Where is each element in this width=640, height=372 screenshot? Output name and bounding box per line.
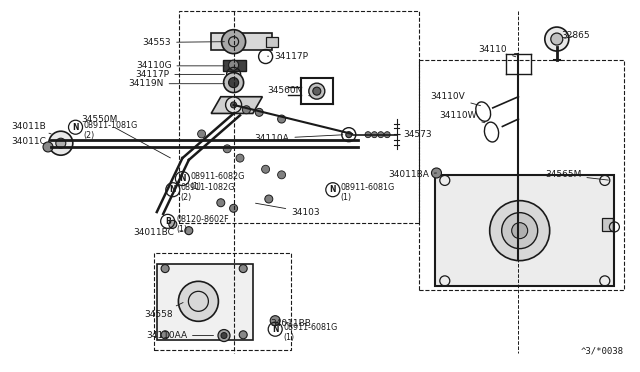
Circle shape	[225, 97, 241, 113]
Circle shape	[255, 108, 263, 116]
Text: 34117P: 34117P	[268, 52, 308, 61]
Circle shape	[49, 131, 73, 155]
Text: N: N	[179, 174, 186, 183]
Circle shape	[265, 195, 273, 203]
Bar	[179, 11, 419, 223]
Circle shape	[228, 60, 239, 70]
Text: 34011BC: 34011BC	[133, 228, 183, 237]
Text: 34110V: 34110V	[431, 92, 481, 106]
Text: 34110AA: 34110AA	[146, 331, 214, 340]
Text: 34119N: 34119N	[128, 79, 225, 88]
Text: 08911-6082G: 08911-6082G	[191, 172, 244, 181]
Circle shape	[217, 199, 225, 207]
Text: N: N	[72, 123, 79, 132]
Circle shape	[371, 132, 378, 138]
Bar	[154, 253, 291, 350]
Circle shape	[262, 165, 269, 173]
Circle shape	[278, 115, 285, 123]
Text: 08120-8602F: 08120-8602F	[177, 215, 229, 224]
Circle shape	[313, 87, 321, 95]
Text: 08911-1082G: 08911-1082G	[181, 183, 235, 192]
Circle shape	[221, 30, 246, 54]
Text: 08911-6081G: 08911-6081G	[283, 323, 337, 332]
Bar	[157, 264, 253, 340]
Circle shape	[198, 130, 205, 138]
Text: 34110G: 34110G	[136, 61, 225, 70]
Circle shape	[223, 145, 231, 153]
Bar	[266, 37, 278, 46]
Circle shape	[378, 132, 384, 138]
Circle shape	[43, 142, 53, 152]
Text: N: N	[330, 185, 336, 194]
Text: (2): (2)	[84, 131, 95, 140]
Circle shape	[236, 154, 244, 162]
Circle shape	[278, 171, 285, 179]
Circle shape	[239, 331, 247, 339]
Circle shape	[365, 132, 371, 138]
Circle shape	[218, 330, 230, 341]
Text: 34110: 34110	[479, 45, 516, 57]
Circle shape	[502, 213, 538, 248]
Text: 34011B: 34011B	[12, 122, 51, 134]
Circle shape	[169, 220, 177, 228]
Circle shape	[270, 316, 280, 326]
Circle shape	[179, 281, 218, 321]
Text: 34011C: 34011C	[12, 137, 51, 146]
Circle shape	[223, 73, 244, 93]
Circle shape	[545, 27, 569, 51]
Circle shape	[490, 201, 550, 261]
Text: 34110W: 34110W	[439, 111, 485, 123]
Circle shape	[56, 138, 66, 148]
Text: B: B	[165, 217, 170, 226]
Circle shape	[161, 264, 169, 273]
Circle shape	[230, 102, 237, 108]
Text: (2): (2)	[181, 193, 192, 202]
Text: 34558: 34558	[145, 302, 183, 319]
Bar	[211, 33, 272, 50]
Circle shape	[384, 132, 390, 138]
Bar	[435, 175, 614, 286]
Text: 34011BA: 34011BA	[388, 170, 436, 179]
Text: 08911-6081G: 08911-6081G	[340, 183, 395, 192]
Circle shape	[243, 106, 250, 114]
Circle shape	[185, 227, 193, 235]
Text: 34573: 34573	[398, 130, 432, 139]
Text: 34553: 34553	[143, 38, 225, 47]
Circle shape	[228, 78, 239, 87]
Bar	[419, 60, 624, 290]
Circle shape	[346, 132, 352, 138]
Text: 32865: 32865	[562, 31, 590, 40]
Circle shape	[551, 33, 563, 45]
Text: 34560N: 34560N	[268, 86, 310, 96]
Text: 34103: 34103	[255, 203, 320, 217]
Text: 34550M: 34550M	[81, 115, 170, 158]
Text: (1): (1)	[177, 225, 188, 234]
Circle shape	[161, 331, 169, 339]
Text: N: N	[272, 325, 278, 334]
Text: N: N	[170, 185, 176, 194]
Polygon shape	[211, 97, 262, 113]
Text: (1): (1)	[283, 333, 294, 342]
Text: ^3/*0038: ^3/*0038	[581, 346, 624, 355]
Text: (1): (1)	[191, 182, 202, 191]
Text: 34011BB: 34011BB	[271, 319, 312, 328]
Text: 08911-1081G: 08911-1081G	[84, 121, 138, 130]
Bar	[223, 60, 246, 71]
Circle shape	[239, 264, 247, 273]
Circle shape	[512, 222, 527, 239]
Circle shape	[221, 333, 227, 339]
Text: 34117P: 34117P	[135, 70, 225, 79]
Bar	[602, 218, 613, 231]
Circle shape	[431, 168, 442, 178]
Text: 34110A: 34110A	[255, 134, 343, 143]
Text: (1): (1)	[340, 193, 352, 202]
Circle shape	[230, 204, 237, 212]
Circle shape	[308, 83, 324, 99]
Text: 34565M: 34565M	[545, 170, 609, 180]
